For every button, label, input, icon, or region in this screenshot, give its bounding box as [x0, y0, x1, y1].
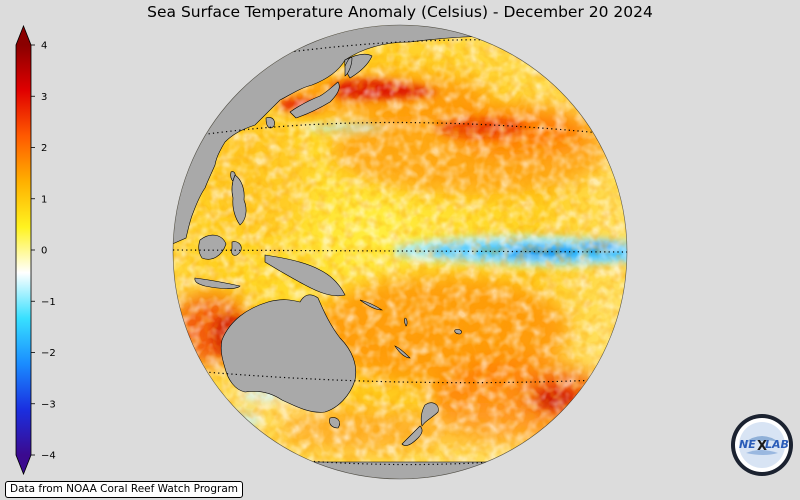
land-new-zealand-south: [401, 425, 423, 446]
globe-outline: [172, 24, 628, 480]
land-java: [194, 277, 241, 289]
map-title: Sea Surface Temperature Anomaly (Celsius…: [147, 3, 653, 21]
land-korea: [265, 117, 275, 129]
logo-x: X: [757, 439, 767, 454]
land-solomons: [359, 299, 383, 311]
land-new-zealand-north: [420, 402, 439, 427]
sst-anomaly-field: [173, 25, 627, 479]
colorbar-tick-label: 1: [41, 194, 47, 205]
land-tasmania: [329, 417, 340, 429]
land-new-guinea: [264, 254, 346, 297]
land-philippines: [231, 174, 247, 226]
data-credit: Data from NOAA Coral Reef Watch Program: [5, 481, 243, 498]
colorbar-extend-max: [16, 26, 31, 45]
land-asia: [173, 25, 521, 246]
land-borneo: [198, 234, 227, 260]
logo-text-right: LAB: [765, 438, 789, 451]
land-japan: [289, 81, 340, 119]
colorbar: 4 3 2 1 0 −1 −2 −3 −4: [15, 24, 56, 476]
land-vanuatu: [404, 317, 408, 327]
colorbar-tick-label: −2: [41, 348, 56, 359]
land-fiji: [454, 329, 462, 335]
land-sakhalin: [344, 57, 353, 77]
colorbar-tick-label: −1: [41, 297, 56, 308]
colorbar-extend-min: [16, 455, 31, 474]
colorbar-tick-label: −3: [41, 399, 56, 410]
nexlab-logo: NE X LAB: [731, 414, 793, 476]
land-sulawesi: [231, 241, 242, 256]
land-australia: [220, 294, 357, 413]
land-antarctica: [269, 461, 541, 479]
land-new-caledonia: [394, 345, 411, 359]
colorbar-gradient: [16, 45, 31, 455]
colorbar-tick-label: −4: [41, 451, 56, 462]
colorbar-tick-label: 2: [41, 143, 47, 154]
colorbar-tick-label: 3: [41, 92, 47, 103]
logo-text-left: NE: [739, 438, 756, 451]
colorbar-tick-label: 0: [41, 246, 47, 257]
colorbar-tick-label: 4: [41, 41, 47, 52]
land-masses: [173, 25, 541, 479]
